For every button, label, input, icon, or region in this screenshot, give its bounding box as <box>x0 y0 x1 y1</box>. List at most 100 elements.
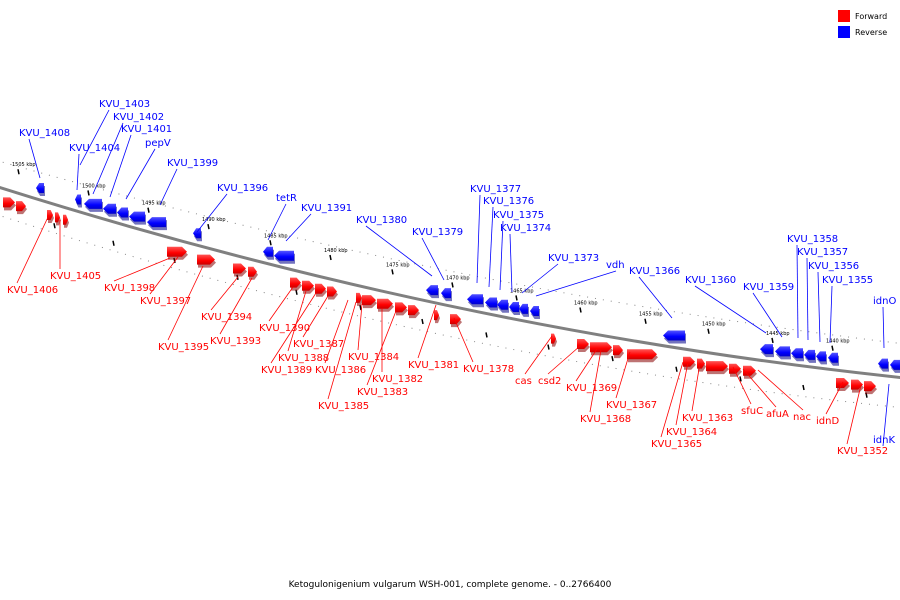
forward-gene[interactable] <box>851 379 864 393</box>
gene-label[interactable]: KVU_1398 <box>104 283 155 294</box>
gene-label[interactable]: KVU_1376 <box>483 196 534 207</box>
gene-label[interactable]: nac <box>793 412 811 423</box>
reverse-gene[interactable] <box>890 359 900 373</box>
reverse-gene[interactable] <box>816 351 827 365</box>
reverse-gene[interactable] <box>760 344 774 358</box>
gene-label[interactable]: KVU_1395 <box>158 342 209 353</box>
forward-gene[interactable] <box>590 342 613 356</box>
gene-label[interactable]: KVU_1381 <box>408 360 459 371</box>
gene-label[interactable]: KVU_1385 <box>318 401 369 412</box>
forward-gene[interactable] <box>613 345 624 359</box>
forward-gene[interactable] <box>362 295 377 309</box>
gene-label[interactable]: KVU_1390 <box>259 323 310 334</box>
forward-gene[interactable] <box>697 358 706 372</box>
gene-label[interactable]: KVU_1375 <box>493 210 544 221</box>
forward-gene[interactable] <box>290 277 302 291</box>
gene-label[interactable]: KVU_1367 <box>606 400 657 411</box>
reverse-gene[interactable] <box>878 358 889 372</box>
gene-label[interactable]: KVU_1401 <box>121 124 172 135</box>
forward-gene[interactable] <box>434 310 440 324</box>
gene-label[interactable]: KVU_1408 <box>19 128 70 139</box>
gene-label[interactable]: KVU_1366 <box>629 266 680 277</box>
gene-label[interactable]: KVU_1383 <box>357 387 408 398</box>
gene-label[interactable]: KVU_1363 <box>682 413 733 424</box>
reverse-gene[interactable] <box>791 348 804 362</box>
reverse-gene[interactable] <box>274 250 295 264</box>
gene-label[interactable]: KVU_1358 <box>787 234 838 245</box>
forward-gene[interactable] <box>315 283 327 297</box>
gene-label[interactable]: KVU_1402 <box>113 112 164 123</box>
gene-label[interactable]: KVU_1380 <box>356 215 407 226</box>
gene-label[interactable]: KVU_1387 <box>293 339 344 350</box>
reverse-gene[interactable] <box>103 203 117 217</box>
forward-gene[interactable] <box>377 298 394 312</box>
gene-label[interactable]: idnO <box>873 296 896 307</box>
gene-label[interactable]: KVU_1389 <box>261 365 312 376</box>
gene-label[interactable]: KVU_1357 <box>797 247 848 258</box>
reverse-gene[interactable] <box>467 294 484 308</box>
reverse-gene[interactable] <box>441 288 452 302</box>
gene-label[interactable]: KVU_1397 <box>140 296 191 307</box>
gene-label[interactable]: afuA <box>766 409 789 420</box>
forward-gene[interactable] <box>450 314 462 328</box>
gene-label[interactable]: KVU_1382 <box>372 374 423 385</box>
forward-gene[interactable] <box>395 302 408 316</box>
gene-label[interactable]: KVU_1386 <box>315 365 366 376</box>
gene-label[interactable]: tetR <box>276 193 297 204</box>
reverse-gene[interactable] <box>426 285 439 299</box>
gene-label[interactable]: pepV <box>145 138 171 149</box>
gene-label[interactable]: idnK <box>873 435 895 446</box>
gene-label[interactable]: KVU_1368 <box>580 414 631 425</box>
forward-gene[interactable] <box>729 363 742 377</box>
gene-label[interactable]: KVU_1373 <box>548 253 599 264</box>
forward-gene[interactable] <box>356 292 363 306</box>
gene-label[interactable]: KVU_1369 <box>566 383 617 394</box>
forward-gene[interactable] <box>864 381 877 395</box>
gene-label[interactable]: KVU_1377 <box>470 184 521 195</box>
forward-gene[interactable] <box>47 210 54 224</box>
reverse-gene[interactable] <box>193 228 202 242</box>
forward-gene[interactable] <box>683 356 696 370</box>
reverse-gene[interactable] <box>263 246 274 260</box>
gene-label[interactable]: KVU_1352 <box>837 446 888 457</box>
gene-label[interactable]: KVU_1364 <box>666 427 717 438</box>
gene-label[interactable]: KVU_1396 <box>217 183 268 194</box>
gene-label[interactable]: csd2 <box>538 376 561 387</box>
gene-label[interactable]: sfuC <box>741 406 763 417</box>
forward-gene[interactable] <box>408 305 420 319</box>
reverse-gene[interactable] <box>804 349 816 363</box>
forward-gene[interactable] <box>836 377 850 391</box>
gene-label[interactable]: KVU_1384 <box>348 352 399 363</box>
forward-gene[interactable] <box>551 333 557 347</box>
reverse-gene[interactable] <box>117 207 129 221</box>
gene-label[interactable]: KVU_1404 <box>69 143 120 154</box>
reverse-gene[interactable] <box>147 217 167 231</box>
reverse-gene[interactable] <box>485 297 498 311</box>
gene-label[interactable]: KVU_1378 <box>463 364 514 375</box>
gene-label[interactable]: cas <box>515 376 532 387</box>
forward-gene[interactable] <box>16 201 27 215</box>
forward-gene[interactable] <box>248 266 258 280</box>
gene-label[interactable]: vdh <box>606 260 625 271</box>
reverse-gene[interactable] <box>497 299 509 313</box>
reverse-gene[interactable] <box>129 211 146 225</box>
gene-label[interactable]: KVU_1359 <box>743 282 794 293</box>
forward-gene[interactable] <box>197 254 216 268</box>
gene-label[interactable]: KVU_1374 <box>500 223 551 234</box>
forward-gene[interactable] <box>167 246 188 260</box>
forward-gene[interactable] <box>577 339 590 353</box>
gene-label[interactable]: KVU_1379 <box>412 227 463 238</box>
gene-label[interactable]: KVU_1406 <box>7 285 58 296</box>
gene-label[interactable]: KVU_1394 <box>201 312 252 323</box>
gene-label[interactable]: KVU_1356 <box>808 261 859 272</box>
reverse-gene[interactable] <box>519 303 529 317</box>
reverse-gene[interactable] <box>75 194 82 208</box>
gene-label[interactable]: KVU_1403 <box>99 99 150 110</box>
forward-gene[interactable] <box>63 214 69 228</box>
gene-label[interactable]: KVU_1405 <box>50 271 101 282</box>
gene-label[interactable]: KVU_1355 <box>822 275 873 286</box>
reverse-gene[interactable] <box>828 352 839 366</box>
reverse-gene[interactable] <box>663 330 686 344</box>
reverse-gene[interactable] <box>36 183 45 197</box>
reverse-gene[interactable] <box>509 302 520 316</box>
